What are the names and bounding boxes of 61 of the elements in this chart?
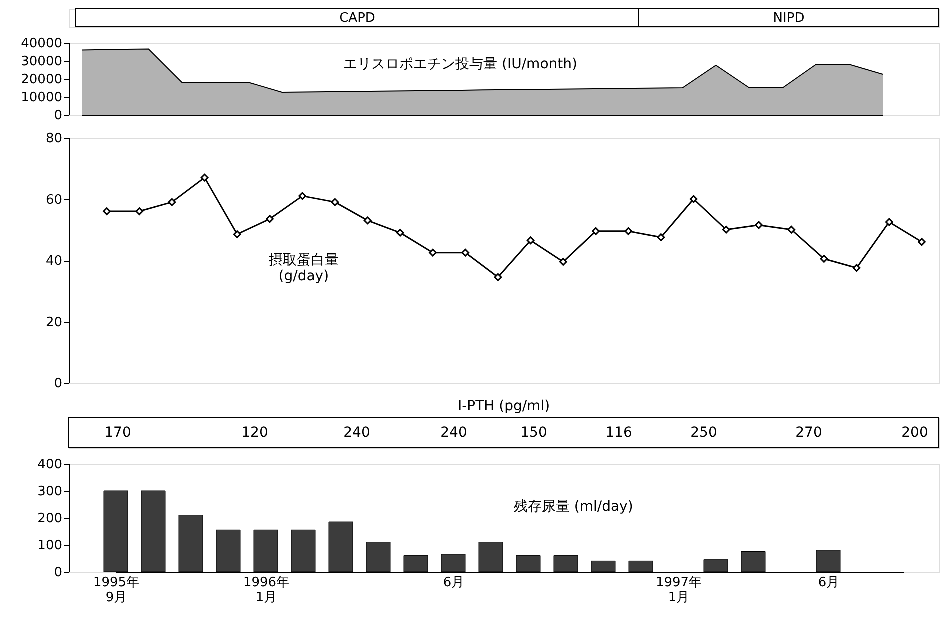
- text: 270: [796, 425, 822, 441]
- y-tick-label: 0: [54, 108, 62, 124]
- point: [200, 174, 209, 182]
- y-tick-label: 10000: [21, 90, 62, 106]
- y-tick-label: 30000: [21, 54, 62, 70]
- text: NIPD: [773, 11, 805, 26]
- x-tick-label: 6月: [818, 576, 840, 590]
- point: [462, 248, 470, 257]
- point: [722, 226, 730, 234]
- point: [298, 192, 307, 200]
- text: 170: [104, 425, 132, 441]
- point: [885, 218, 894, 226]
- annotation: 摂取蛋白量 (g/day): [268, 252, 339, 284]
- point: [526, 236, 535, 245]
- text: 120: [242, 425, 268, 441]
- point: [559, 258, 568, 266]
- point: [592, 227, 600, 236]
- y-tick-label: 0: [54, 566, 62, 580]
- point: [657, 234, 666, 242]
- y-tick-label: 60: [46, 192, 62, 208]
- point: [331, 198, 340, 206]
- point: [852, 264, 861, 272]
- point: [168, 198, 176, 206]
- point: [788, 226, 796, 234]
- y-tick-label: 80: [46, 132, 62, 146]
- text: 240: [344, 425, 370, 441]
- text: 116: [606, 425, 632, 441]
- x-tick-label: 1995年 9月: [93, 576, 140, 606]
- y-tick-label: 400: [38, 458, 62, 472]
- annotation: エリスロポエチン投与量 (IU/month): [344, 56, 578, 73]
- point: [690, 195, 698, 204]
- point: [136, 208, 144, 216]
- x-tick-label: 1996年 1月: [243, 576, 290, 606]
- point: [755, 221, 763, 230]
- point: [494, 273, 502, 282]
- y-tick-label: 200: [38, 512, 62, 526]
- y-tick-label: 40: [46, 254, 62, 269]
- x-tick-label: 1997年 1月: [656, 576, 702, 606]
- point: [364, 216, 372, 225]
- text: 250: [690, 425, 718, 441]
- x-tick-label: 6月: [443, 576, 465, 590]
- point: [429, 248, 437, 257]
- y-tick-label: 100: [38, 538, 62, 554]
- y-tick-label: 0: [54, 376, 62, 392]
- y-tick-label: 300: [38, 484, 62, 500]
- point: [266, 215, 274, 224]
- point: [918, 238, 926, 246]
- point: [396, 229, 404, 237]
- y-tick-label: 20: [46, 315, 62, 330]
- y-tick-label: 40000: [21, 36, 62, 52]
- point: [624, 227, 633, 236]
- annotation: 残存尿量 (ml/day): [514, 499, 634, 516]
- text: CAPD: [340, 11, 376, 26]
- text: I-PTH (pg/ml): [458, 398, 550, 414]
- point: [820, 255, 828, 263]
- y-tick-label: 20000: [21, 72, 62, 88]
- text: 240: [440, 425, 468, 441]
- text: 150: [520, 425, 548, 441]
- text: 200: [902, 425, 928, 441]
- point: [233, 230, 242, 238]
- point: [103, 208, 111, 216]
